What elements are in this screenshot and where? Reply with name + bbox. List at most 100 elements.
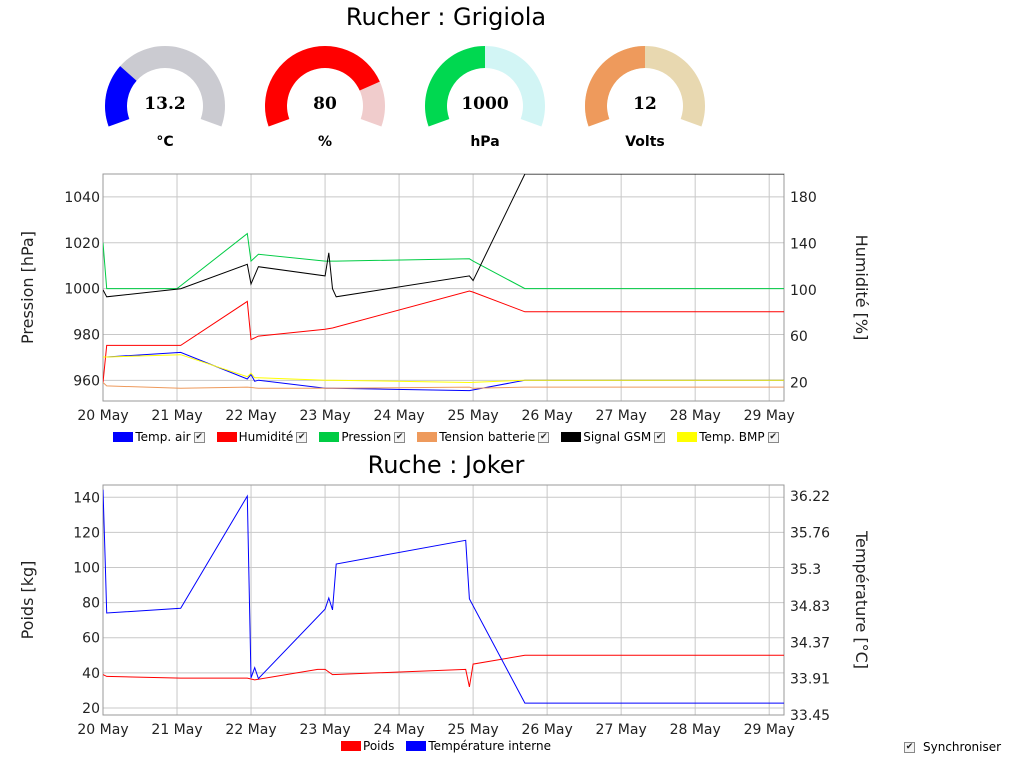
legend-item[interactable]: Tension batterie ✔: [417, 430, 550, 444]
y2-tick-label: 140: [790, 236, 817, 252]
legend-item[interactable]: Temp. air ✔: [113, 430, 205, 444]
hive-legend: Poids Température interne: [0, 739, 892, 753]
gauge-track: [105, 46, 225, 127]
series-signal-gsm: [103, 174, 784, 298]
y2-tick-label: 100: [790, 283, 817, 299]
gauge-fill: [425, 46, 485, 127]
y-tick-label: 1040: [64, 190, 100, 206]
gauge-unit: %: [317, 134, 333, 150]
x-tick-label: 22 May: [225, 722, 276, 738]
legend-swatch: [406, 741, 427, 751]
y-tick-label: 100: [73, 561, 100, 577]
y-tick-label: 1020: [64, 236, 100, 252]
series-temp-bmp: [103, 354, 784, 384]
gauge-fill: [585, 46, 645, 127]
legend-item[interactable]: Pression ✔: [319, 430, 406, 444]
plot-area: [103, 174, 784, 392]
legend-checkbox[interactable]: ✔: [538, 431, 550, 443]
legend-swatch: [113, 432, 134, 442]
legend-swatch: [677, 432, 698, 442]
legend-item[interactable]: Poids: [341, 739, 394, 753]
apiary-title: Rucher : Grigiola: [345, 3, 547, 31]
x-tick-label: 29 May: [744, 722, 795, 738]
x-tick-label: 23 May: [299, 722, 350, 738]
y-tick-label: 40: [82, 666, 100, 682]
x-tick-label: 24 May: [373, 408, 424, 424]
x-tick-label: 22 May: [225, 408, 276, 424]
hive-title: Ruche : Joker: [367, 451, 525, 479]
plot-area: [103, 489, 784, 704]
y2-tick-label: 34.37: [790, 635, 830, 651]
y2-tick-label: 180: [790, 190, 817, 206]
y-axis-label: Pression [hPa]: [18, 231, 37, 344]
y2-tick-label: 33.91: [790, 672, 830, 688]
gauge-fill: [265, 46, 380, 127]
series-humidit-: [103, 290, 784, 383]
gauge-0: 13.2 °C: [105, 46, 235, 156]
gauge-value: 80: [313, 94, 337, 114]
y2-tick-label: 34.83: [790, 599, 830, 615]
legend-swatch: [561, 432, 582, 442]
y2-tick-label: 35.76: [790, 525, 830, 541]
y2-tick-label: 20: [790, 375, 808, 391]
y2-tick-label: 35.3: [790, 562, 821, 578]
legend-swatch: [341, 741, 362, 751]
legend-label: Pression: [341, 430, 392, 444]
legend-checkbox[interactable]: ✔: [654, 431, 666, 443]
legend-label: Temp. air: [135, 430, 191, 444]
y2-tick-label: 36.22: [790, 489, 830, 505]
x-tick-label: 24 May: [373, 722, 424, 738]
gauge-2: 1000 hPa: [425, 46, 555, 156]
legend-item[interactable]: Humidité ✔: [216, 430, 308, 444]
x-tick-label: 26 May: [522, 408, 573, 424]
legend-swatch: [417, 432, 438, 442]
gauge-value: 1000: [461, 94, 509, 114]
legend-swatch: [319, 432, 340, 442]
apiary-chart: 20 May 21 May 22 May 23 May 24 May 25 May 26 M…: [18, 173, 871, 424]
series-poids: [103, 654, 784, 688]
x-tick-label: 21 May: [151, 722, 202, 738]
y-tick-label: 20: [82, 701, 100, 717]
x-tick-label: 28 May: [670, 408, 721, 424]
gauge-3: 12 Volts: [585, 46, 715, 156]
legend-label: Temp. BMP: [699, 430, 765, 444]
x-tick-label: 21 May: [151, 408, 202, 424]
x-tick-label: 25 May: [447, 722, 498, 738]
synchronise-control[interactable]: ✔ Synchroniser: [904, 740, 1001, 754]
apiary-legend: Temp. air ✔ Humidité ✔ Pression ✔ Tension batt…: [0, 430, 892, 444]
series-temp-rature-interne: [103, 489, 784, 704]
gauge-unit: °C: [156, 134, 174, 150]
x-tick-label: 25 May: [447, 408, 498, 424]
y-tick-label: 80: [82, 596, 100, 612]
legend-checkbox[interactable]: ✔: [296, 431, 308, 443]
gauge-value: 13.2: [144, 94, 186, 114]
legend-checkbox[interactable]: ✔: [193, 431, 205, 443]
gauge-arc: [105, 46, 225, 127]
x-tick-label: 28 May: [670, 722, 721, 738]
y-tick-label: 140: [73, 490, 100, 506]
y-axis-label: Poids [kg]: [18, 561, 37, 640]
gauge-arc: [265, 46, 385, 127]
legend-label: Température interne: [428, 739, 551, 753]
legend-item[interactable]: Signal GSM ✔: [561, 430, 666, 444]
gauge-arc: [425, 46, 545, 127]
x-tick-label: 20 May: [77, 722, 128, 738]
y2-tick-label: 33.45: [790, 708, 830, 724]
legend-item[interactable]: Temp. BMP ✔: [677, 430, 779, 444]
legend-label: Poids: [363, 739, 395, 753]
x-tick-label: 23 May: [299, 408, 350, 424]
y-tick-label: 60: [82, 631, 100, 647]
legend-checkbox[interactable]: ✔: [394, 431, 406, 443]
gauge-arc: [585, 46, 705, 127]
series-temp-air: [103, 351, 784, 392]
x-tick-label: 29 May: [744, 408, 795, 424]
grid: [102, 485, 784, 715]
y-tick-label: 1000: [64, 282, 100, 298]
legend-item[interactable]: Température interne: [406, 739, 551, 753]
x-tick-label: 27 May: [596, 408, 647, 424]
x-tick-label: 20 May: [77, 408, 128, 424]
x-tick-label: 26 May: [522, 722, 573, 738]
plot-frame: [102, 484, 785, 716]
legend-checkbox[interactable]: ✔: [767, 431, 779, 443]
synchronise-checkbox[interactable]: ✔: [904, 741, 915, 753]
